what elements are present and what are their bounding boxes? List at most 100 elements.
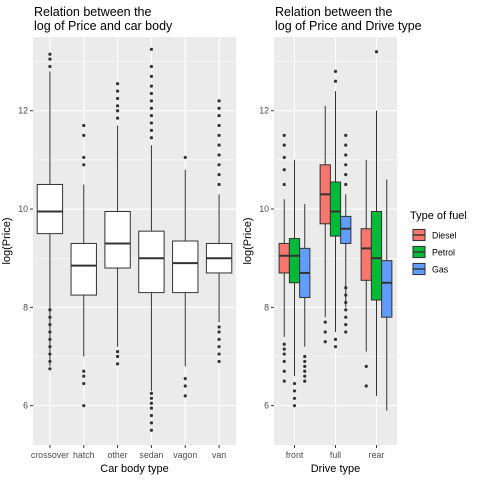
box-van	[205, 99, 233, 364]
legend-label: Petrol	[432, 248, 455, 258]
outlier-point	[344, 330, 348, 334]
outlier-point	[149, 47, 154, 51]
outlier-point	[48, 52, 52, 56]
box-full-gas	[340, 133, 352, 334]
outlier-point	[149, 91, 154, 96]
outlier-point	[217, 123, 221, 128]
box-body	[104, 211, 131, 269]
outlier-point	[303, 354, 307, 359]
y-tick-label: 10	[259, 204, 269, 214]
box-full-diesel	[319, 105, 331, 344]
outlier-point	[48, 337, 52, 341]
outlier-point	[333, 345, 338, 349]
outlier-point	[344, 143, 348, 147]
outlier-point	[149, 99, 154, 103]
outlier-point	[217, 133, 221, 137]
outlier-point	[344, 293, 348, 297]
outlier-point	[48, 359, 52, 364]
box-crossover	[36, 52, 64, 371]
outlier-point	[217, 182, 221, 187]
outlier-point	[344, 173, 348, 177]
outlier-point	[323, 340, 327, 344]
outlier-point	[282, 143, 286, 147]
outlier-point	[149, 128, 154, 132]
x-tick-label: front	[286, 450, 304, 460]
x-axis-title: Car body type	[100, 463, 168, 475]
y-tick-label: 8	[23, 302, 28, 312]
outlier-point	[183, 377, 187, 381]
outlier-point	[303, 359, 307, 364]
box-vagon	[172, 155, 199, 398]
outlier-point	[344, 286, 348, 290]
outlier-point	[282, 168, 286, 172]
outlier-point	[82, 163, 86, 167]
outlier-point	[149, 428, 154, 432]
box-body	[172, 240, 199, 294]
outlier-point	[217, 325, 221, 329]
outlier-point	[282, 352, 286, 356]
outlier-point	[344, 300, 348, 305]
chart-title: Relation between the log of Price and Dri…	[275, 5, 422, 33]
outlier-point	[82, 133, 86, 137]
outlier-point	[292, 381, 297, 386]
panel-0: 6 8 10 12 crossover hatch other sedan vagon van Re…	[1, 5, 236, 475]
y-axis-title: log(Price)	[1, 217, 13, 264]
outlier-point	[374, 50, 379, 54]
box-body	[278, 242, 290, 274]
outlier-point	[48, 330, 52, 334]
outlier-point	[344, 163, 348, 167]
y-tick-label: 6	[264, 401, 269, 411]
box-full-petrol	[329, 69, 342, 349]
outlier-point	[149, 84, 154, 88]
x-tick-label: rear	[369, 450, 385, 460]
outlier-point	[292, 389, 297, 393]
outlier-point	[282, 182, 286, 187]
box-body	[381, 260, 393, 318]
outlier-point	[333, 337, 338, 341]
outlier-point	[344, 322, 348, 327]
outlier-point	[303, 364, 307, 368]
outlier-point	[149, 136, 154, 140]
outlier-point	[82, 381, 86, 386]
outlier-point	[217, 163, 221, 167]
box-hatch	[70, 123, 97, 408]
panel-1: 6 8 10 12 front full rear Relation between the l…	[242, 5, 467, 475]
panel-background	[33, 37, 236, 445]
x-tick-label: full	[330, 450, 341, 460]
outlier-point	[115, 104, 120, 108]
outlier-point	[217, 143, 221, 147]
outlier-point	[115, 89, 120, 93]
outlier-point	[217, 352, 221, 356]
x-tick-label: vagon	[173, 450, 197, 460]
outlier-point	[282, 133, 286, 137]
outlier-point	[149, 64, 154, 69]
outlier-point	[303, 369, 307, 373]
outlier-point	[48, 315, 52, 319]
outlier-point	[149, 396, 154, 400]
outlier-point	[48, 367, 52, 371]
outlier-point	[82, 369, 86, 373]
outlier-point	[48, 308, 52, 312]
outlier-point	[48, 57, 52, 61]
outlier-point	[217, 99, 221, 103]
chart-title: Relation between the log of Price and car…	[34, 5, 173, 33]
outlier-point	[183, 155, 187, 160]
outlier-point	[344, 315, 348, 319]
outlier-point	[364, 364, 368, 368]
outlier-point	[303, 374, 307, 378]
outlier-point	[217, 173, 221, 177]
box-body	[138, 230, 165, 294]
outlier-point	[82, 374, 86, 378]
outlier-point	[115, 362, 120, 366]
outlier-point	[292, 404, 297, 408]
outlier-point	[48, 64, 52, 69]
outlier-point	[149, 421, 154, 425]
outlier-point	[303, 379, 307, 383]
y-tick-label: 6	[23, 401, 28, 411]
outlier-point	[364, 384, 368, 388]
outlier-point	[149, 106, 154, 110]
box-body	[370, 211, 383, 301]
outlier-point	[48, 322, 52, 327]
outlier-point	[217, 106, 221, 110]
outlier-point	[149, 391, 154, 395]
